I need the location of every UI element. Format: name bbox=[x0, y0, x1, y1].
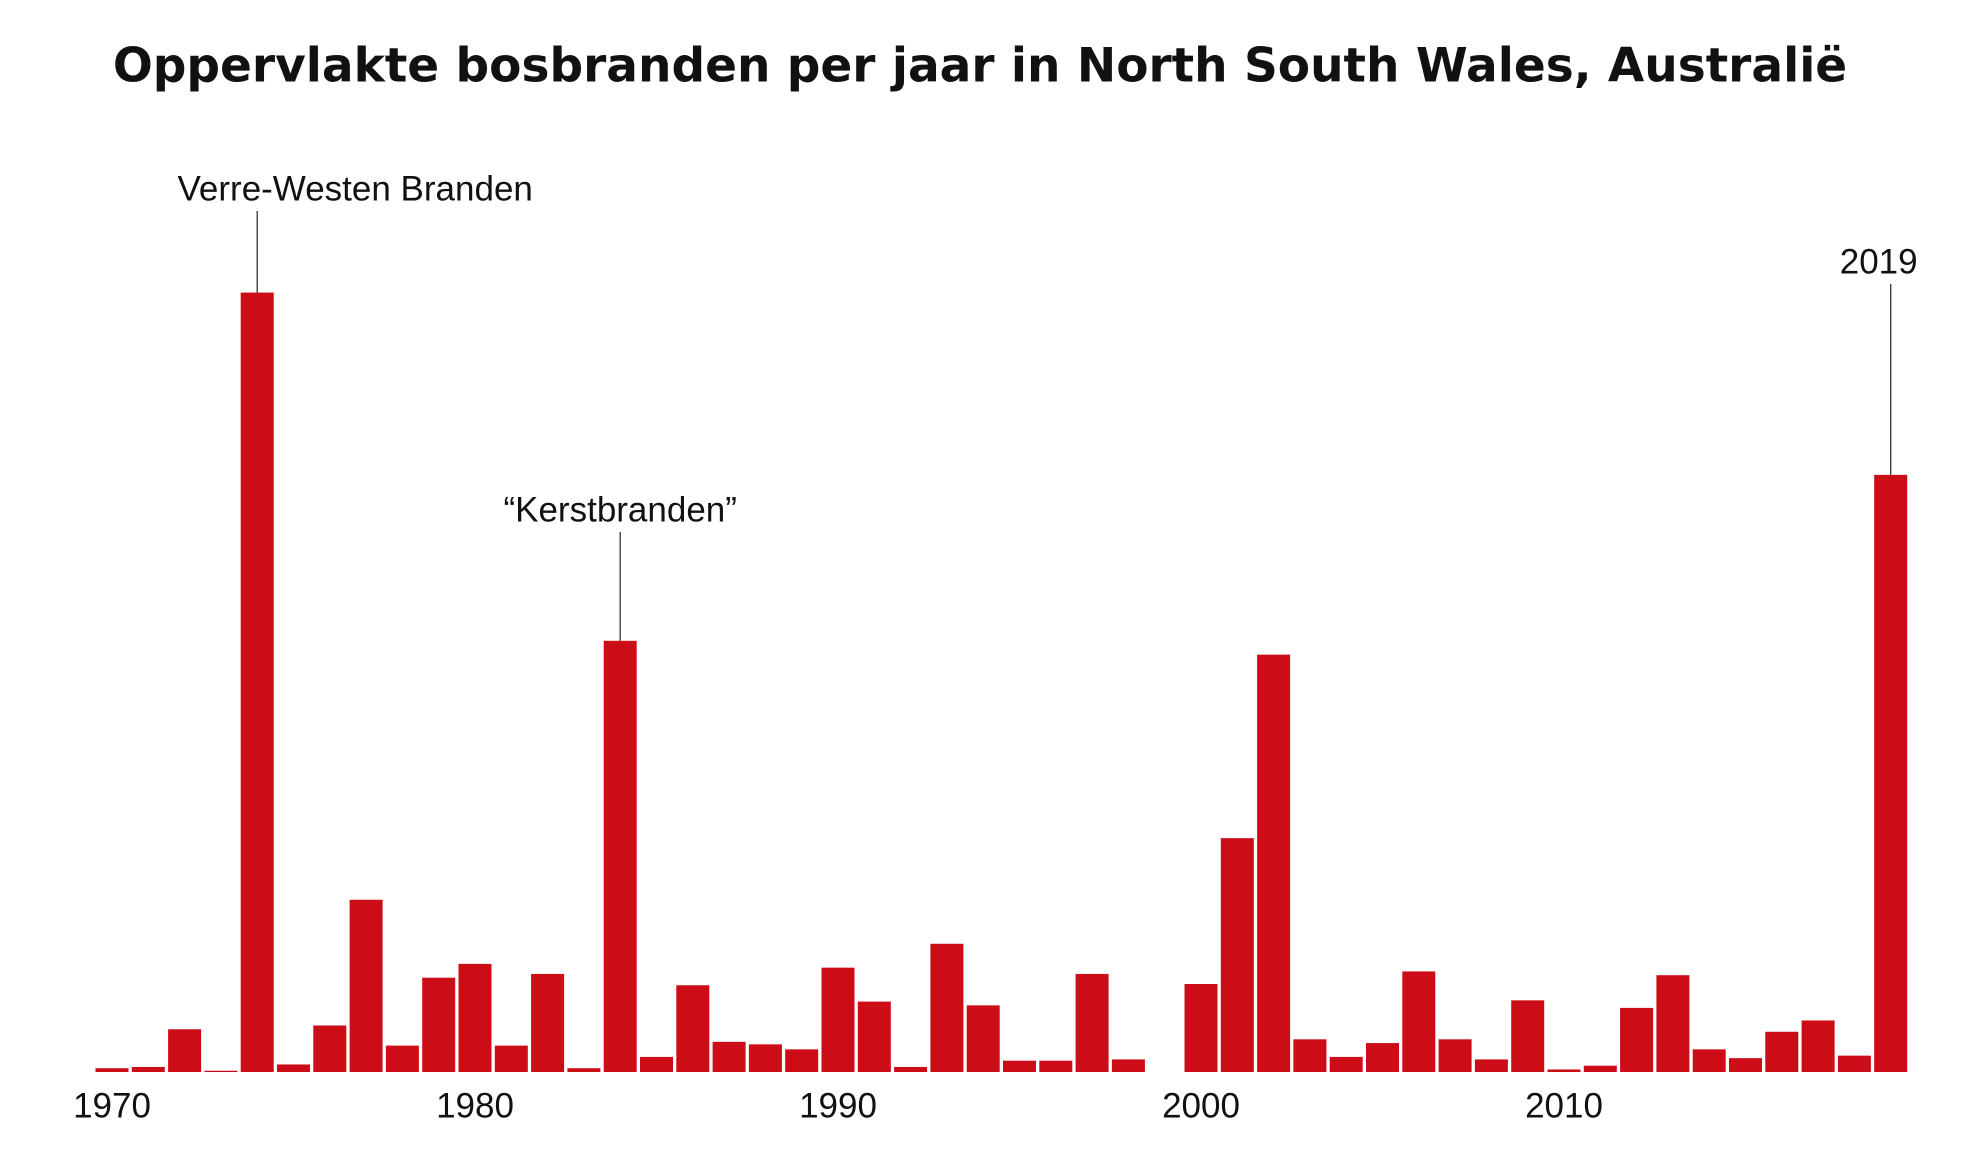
bar bbox=[1801, 1020, 1835, 1072]
bar bbox=[894, 1066, 928, 1072]
bar bbox=[1220, 838, 1254, 1072]
x-tick-label: 1980 bbox=[436, 1086, 514, 1125]
bar bbox=[1511, 1000, 1545, 1072]
bar bbox=[1111, 1059, 1145, 1072]
bar bbox=[1184, 984, 1218, 1072]
bar bbox=[1438, 1039, 1472, 1072]
bar bbox=[1656, 975, 1690, 1072]
bar bbox=[1293, 1039, 1327, 1072]
bar bbox=[1075, 973, 1109, 1072]
bar bbox=[349, 899, 383, 1072]
bar bbox=[422, 977, 456, 1072]
bar bbox=[1402, 971, 1436, 1072]
bar bbox=[1039, 1060, 1073, 1072]
x-tick-label: 1970 bbox=[73, 1086, 151, 1125]
bar bbox=[1729, 1058, 1762, 1072]
bar bbox=[1620, 1007, 1654, 1072]
bar bbox=[1692, 1049, 1726, 1072]
chart-title: Oppervlakte bosbranden per jaar in North… bbox=[113, 39, 1847, 94]
bar bbox=[277, 1064, 310, 1072]
bar bbox=[1547, 1069, 1581, 1072]
bar bbox=[857, 1001, 891, 1072]
bar bbox=[1003, 1060, 1036, 1072]
bar bbox=[966, 1005, 1000, 1072]
bar bbox=[458, 963, 492, 1072]
bar bbox=[1366, 1043, 1399, 1072]
annotation-text: Verre-Westen Branden bbox=[178, 169, 533, 208]
bar bbox=[95, 1068, 129, 1072]
bar bbox=[603, 640, 637, 1072]
bar bbox=[1329, 1056, 1363, 1072]
bar bbox=[712, 1041, 746, 1072]
bar bbox=[748, 1044, 782, 1072]
bar bbox=[1257, 654, 1291, 1072]
x-tick-label: 1990 bbox=[799, 1086, 877, 1125]
bar bbox=[494, 1045, 528, 1072]
bar bbox=[1837, 1055, 1871, 1072]
bar bbox=[930, 943, 964, 1072]
annotation-text: “Kerstbranden” bbox=[503, 490, 736, 529]
bar bbox=[204, 1070, 238, 1072]
bar bbox=[1474, 1059, 1508, 1072]
bar bbox=[676, 985, 710, 1072]
bar bbox=[168, 1029, 202, 1072]
annotation-text: 2019 bbox=[1840, 242, 1918, 281]
x-tick-label: 2010 bbox=[1525, 1086, 1603, 1125]
bar bbox=[313, 1025, 347, 1072]
bar bbox=[1583, 1065, 1617, 1072]
bar bbox=[385, 1045, 419, 1072]
bar bbox=[1765, 1031, 1799, 1072]
bar bbox=[531, 973, 565, 1072]
bar bbox=[640, 1056, 673, 1072]
x-tick-label: 2000 bbox=[1162, 1086, 1240, 1125]
bar bbox=[1874, 474, 1908, 1072]
bar bbox=[240, 292, 274, 1073]
bar bbox=[821, 967, 855, 1072]
bar bbox=[131, 1066, 165, 1072]
bar bbox=[567, 1068, 601, 1072]
bar bbox=[785, 1049, 819, 1072]
